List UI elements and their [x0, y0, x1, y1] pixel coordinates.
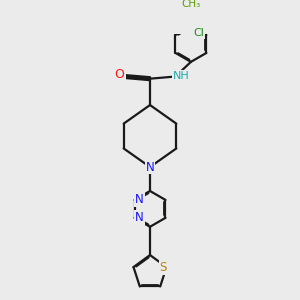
Text: O: O	[115, 68, 124, 81]
Text: Cl: Cl	[194, 28, 205, 38]
Text: N: N	[146, 160, 154, 173]
Text: S: S	[160, 261, 167, 274]
Text: CH₃: CH₃	[181, 0, 200, 9]
Text: N: N	[135, 194, 144, 206]
Text: N: N	[135, 211, 144, 224]
Text: NH: NH	[173, 71, 190, 81]
